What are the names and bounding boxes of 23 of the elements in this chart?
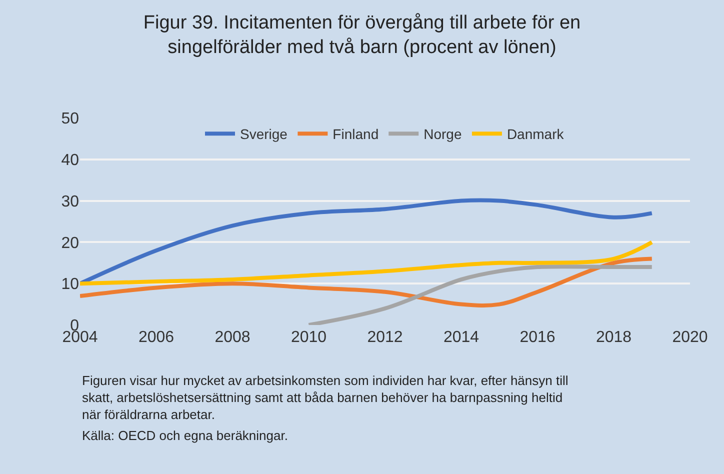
x-tick-label: 2006 [138, 329, 174, 346]
y-tick-label: 10 [61, 276, 80, 294]
text: Figuren visar hur mycket av arbetsinkomsten som individen har kvar, efter hänsyn till skatt, arbetslöshetsersättning samt att båda barnen behöver ha barnpassning heltid när föräldrarna arbetar. [82, 373, 568, 422]
legend-label: Danmark [506, 126, 565, 142]
x-tick-label: 2010 [290, 329, 327, 346]
x-tick-label: 2008 [214, 329, 250, 346]
x-tick-label: 2012 [367, 329, 403, 346]
y-tick-label: 20 [61, 234, 80, 252]
legend-label: Finland [332, 126, 379, 142]
y-tick-label: 50 [61, 110, 80, 128]
text: Källa: OECD och egna beräkningar. [82, 428, 288, 443]
x-tick-label: 2014 [443, 329, 480, 346]
line-series [80, 256, 654, 308]
line-series [306, 264, 654, 325]
legend-label: Norge [424, 126, 462, 142]
chart-title: Figur 39. Incitamenten för övergång till arbete för en singelförälder med två barn (procent av lönen) [143, 12, 581, 58]
x-tick-label: 2020 [672, 329, 708, 346]
y-tick-label: 30 [61, 193, 80, 210]
x-tick-label: 2018 [596, 329, 632, 346]
line-series [80, 240, 654, 286]
legend-label: Sverige [240, 126, 288, 142]
x-tick-label: 2016 [520, 329, 556, 346]
y-tick-label: 40 [61, 152, 80, 169]
